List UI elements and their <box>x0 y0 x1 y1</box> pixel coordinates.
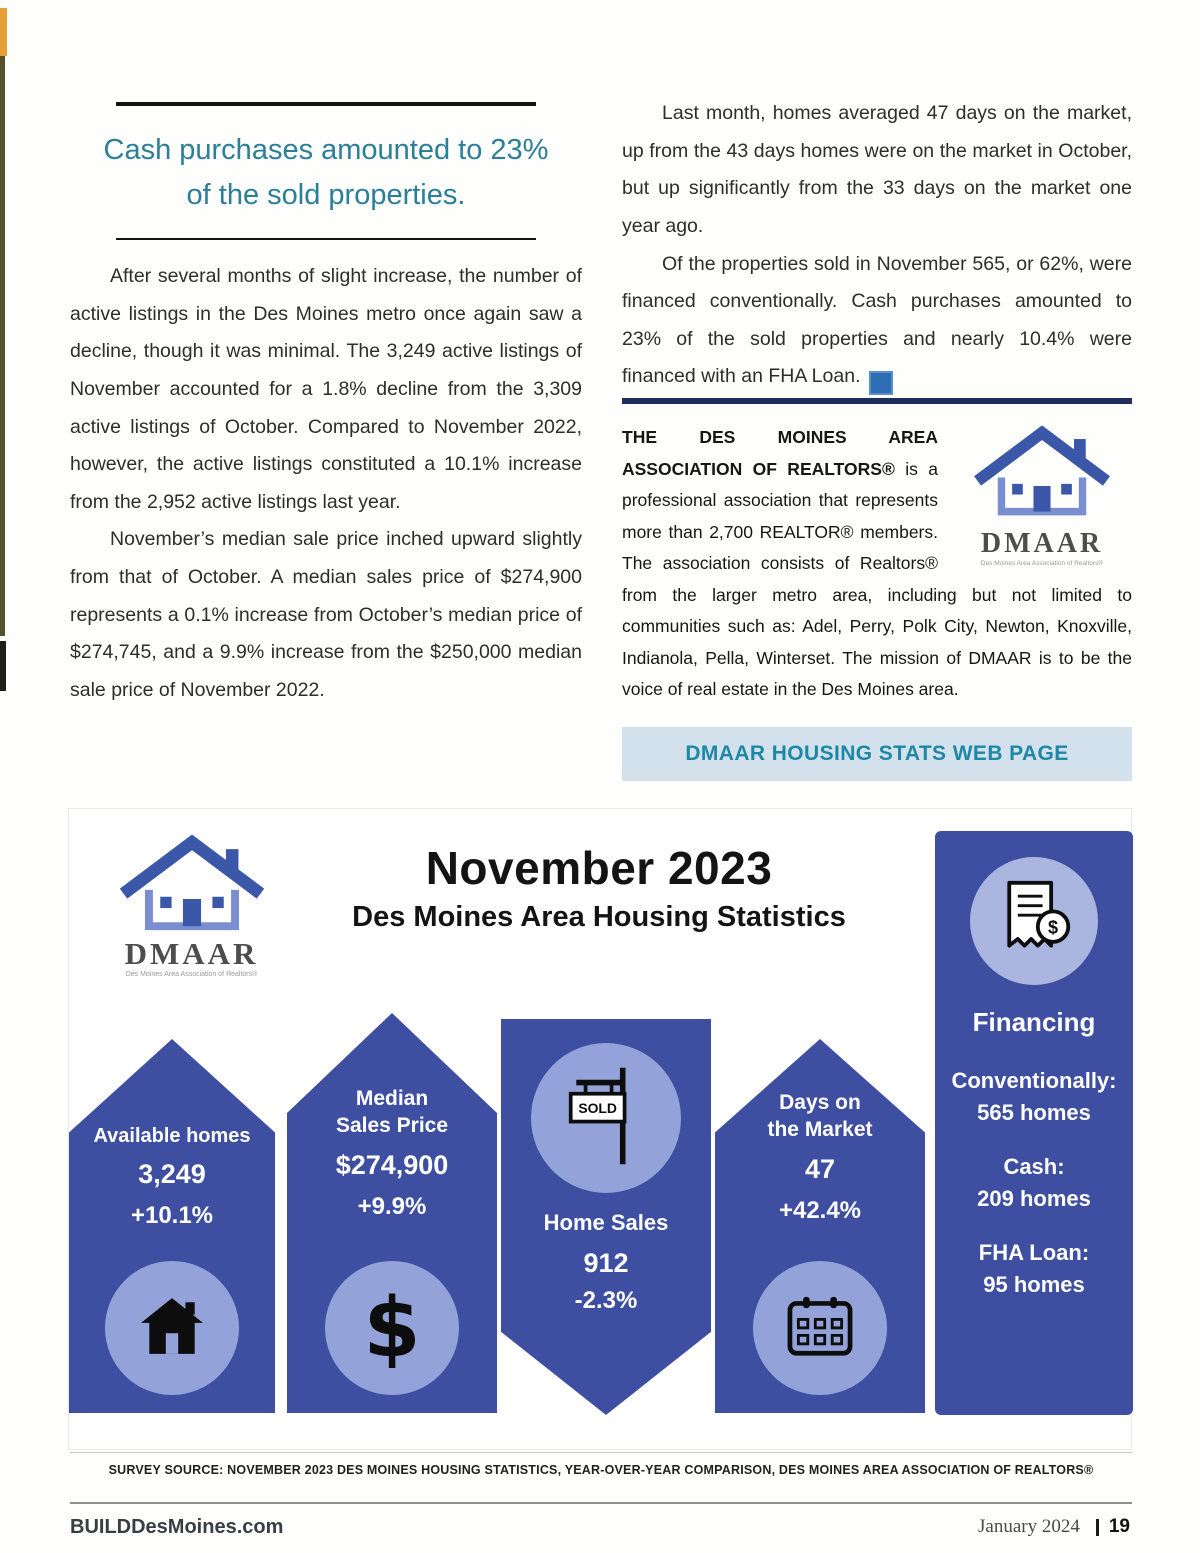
infographic-titles: November 2023 Des Moines Area Housing St… <box>294 841 904 934</box>
right-paragraph-1: Last month, homes averaged 47 days on th… <box>622 102 1132 237</box>
days-on-market-circle <box>753 1261 887 1395</box>
housing-stats-infographic: DMAAR Des Moines Area Association of Rea… <box>68 808 1133 1450</box>
dmaar-logo-wordmark: DMAAR <box>124 936 259 971</box>
footer-date: January 2024 <box>978 1516 1080 1537</box>
available-homes-value: 3,249 <box>138 1159 206 1189</box>
financing-title: Financing <box>972 1007 1096 1037</box>
financing-cash-label: Cash: <box>1003 1154 1065 1179</box>
financing-panel: $ Financing Conventionally: 565 homes Ca… <box>935 831 1133 1415</box>
median-price-label-line2: Sales Price <box>335 1114 449 1138</box>
median-price-label: Median Sales Price <box>287 1085 497 1140</box>
median-price-panel: Median Sales Price $274,900 +9.9% $ <box>287 1013 497 1413</box>
right-paragraph-2: Of the properties sold in November 565, … <box>622 246 1132 397</box>
dmaar-logo-tagline: Des Moines Area Association of Realtors® <box>125 970 258 978</box>
financing-fha-label: FHA Loan: <box>978 1240 1090 1265</box>
median-price-label-line1: Median <box>355 1087 429 1110</box>
days-on-market-panel: Days on the Market 47 +42.4% <box>715 1039 925 1413</box>
calendar-icon <box>786 1295 854 1362</box>
end-of-article-mark: B <box>868 370 906 395</box>
svg-text:$: $ <box>1048 917 1058 937</box>
financing-cash-value: 209 homes <box>977 1186 1091 1211</box>
receipt-dollar-icon: $ <box>994 877 1074 966</box>
dmaar-logo-wordmark: DMAAR <box>980 527 1104 559</box>
days-on-market-label: Days on the Market <box>715 1089 925 1144</box>
dmaar-logo: DMAAR Des Moines Area Association of Rea… <box>952 422 1132 570</box>
page-edge-orange-mark <box>0 8 7 56</box>
left-paragraph-2: November’s median sale price inched upwa… <box>70 528 582 701</box>
dmaar-logo-tagline: Des Moines Area Association of Realtors® <box>980 559 1104 567</box>
dmaar-house-icon <box>967 425 1117 522</box>
home-sales-label: Home Sales <box>543 1210 669 1235</box>
right-column: Last month, homes averaged 47 days on th… <box>622 95 1132 396</box>
left-column: After several months of slight increase,… <box>70 258 582 710</box>
pull-quote-rule-top <box>116 102 536 106</box>
left-paragraph-1: After several months of slight increase,… <box>70 265 582 513</box>
infographic-dmaar-logo: DMAAR Des Moines Area Association of Rea… <box>104 831 279 978</box>
sidebar-text: is a professional association that repre… <box>622 458 1132 700</box>
sold-sign-icon: SOLD <box>562 1064 650 1173</box>
median-price-value: $274,900 <box>335 1149 449 1180</box>
survey-source-caption: SURVEY SOURCE: NOVEMBER 2023 DES MOINES … <box>108 1463 1094 1477</box>
days-on-market-label-line2: the Market <box>767 1118 873 1142</box>
available-homes-change: +10.1% <box>130 1202 214 1229</box>
home-sales-change: -2.3% <box>574 1286 638 1314</box>
right-paragraph-2-text: Of the properties sold in November 565, … <box>622 252 1132 388</box>
page-edge-black-mark <box>0 641 6 691</box>
financing-conventional-value: 565 homes <box>977 1100 1091 1125</box>
financing-fha-value: 95 homes <box>983 1272 1085 1297</box>
available-homes-circle <box>105 1261 239 1395</box>
sidebar-body: DMAAR Des Moines Area Association of Rea… <box>622 422 1132 706</box>
financing-circle: $ <box>970 857 1098 985</box>
page-edge-olive-strip <box>0 56 5 636</box>
footer-site-url: BUILDDesMoines.com <box>70 1516 284 1538</box>
house-icon <box>139 1296 205 1361</box>
pull-quote: Cash purchases amounted to 23% of the so… <box>70 102 582 240</box>
available-homes-label: Available homes <box>93 1125 251 1147</box>
available-homes-panel: Available homes 3,249 +10.1% <box>69 1039 275 1413</box>
footer-issue-info: January 2024 19 <box>978 1516 1130 1538</box>
pull-quote-rule-bottom <box>116 237 536 240</box>
dmaar-house-icon <box>112 834 272 937</box>
home-sales-panel: SOLD Home Sales 912 -2.3% <box>501 1019 711 1415</box>
dmaar-sidebar: DMAAR Des Moines Area Association of Rea… <box>622 398 1132 706</box>
svg-text:SOLD: SOLD <box>578 1100 617 1116</box>
days-on-market-change: +42.4% <box>778 1196 862 1224</box>
footer-page-number: 19 <box>1108 1516 1130 1537</box>
footer-rule <box>70 1502 1132 1504</box>
infographic-title: November 2023 <box>425 842 773 894</box>
median-price-change: +9.9% <box>357 1192 427 1220</box>
dmaar-housing-stats-link[interactable]: DMAAR HOUSING STATS WEB PAGE <box>622 727 1132 781</box>
home-sales-circle: SOLD <box>531 1043 681 1193</box>
pull-quote-text: Cash purchases amounted to 23% of the so… <box>103 134 549 211</box>
dollar-sign-icon: $ <box>363 1280 421 1376</box>
days-on-market-value: 47 <box>804 1153 836 1184</box>
infographic-subtitle: Des Moines Area Housing Statistics <box>352 901 846 933</box>
sidebar-top-rule <box>622 398 1132 404</box>
days-on-market-label-line1: Days on <box>779 1091 861 1114</box>
footer-divider <box>1095 1518 1099 1536</box>
caption-rule-top <box>70 1452 1132 1453</box>
sidebar-bold-intro: THE DES MOINES AREA ASSOCIATION OF REALT… <box>622 427 938 479</box>
home-sales-value: 912 <box>583 1247 629 1278</box>
financing-conventional-label: Conventionally: <box>951 1068 1117 1093</box>
median-price-circle: $ <box>325 1261 459 1395</box>
